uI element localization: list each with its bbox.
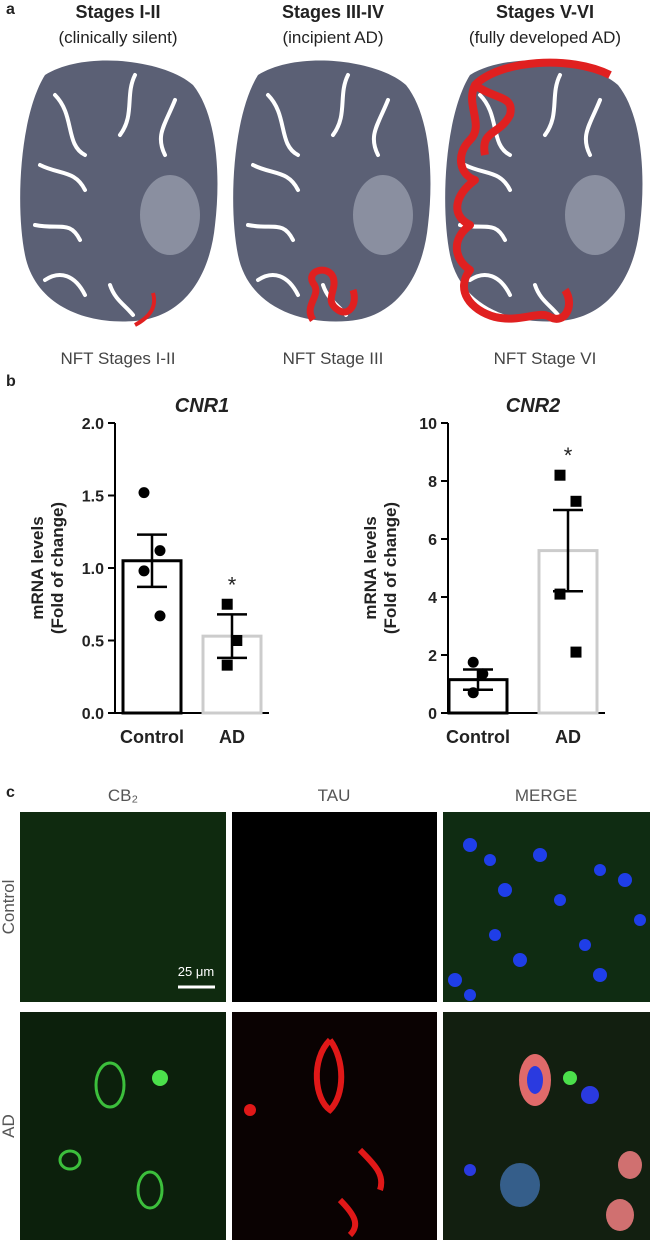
scale-bar-label: 25 μm [178, 964, 214, 979]
data-point [467, 687, 479, 699]
y-tick-label: 0 [428, 706, 437, 723]
data-point [154, 610, 166, 622]
data-point [554, 588, 566, 600]
panel-label: b [6, 373, 16, 390]
stage-subtitle: (fully developed AD) [469, 28, 621, 47]
stage-title: Stages I-II [75, 2, 160, 22]
stage-caption: NFT Stage VI [494, 349, 597, 368]
y-tick-label: 1.0 [82, 561, 104, 578]
chart-title: CNR2 [506, 395, 560, 417]
column-header: MERGE [515, 786, 577, 805]
brain [20, 60, 218, 327]
stage-caption: NFT Stage III [283, 349, 384, 368]
y-tick-label: 0.5 [82, 634, 104, 651]
brain-images [20, 58, 643, 327]
micrograph [20, 812, 226, 1002]
panel-label: a [6, 1, 15, 18]
error-bar [137, 533, 167, 589]
stage-caption: NFT Stages I-II [61, 349, 176, 368]
row-label: Control [0, 880, 18, 935]
data-point [554, 469, 566, 481]
panel-c-labels: CB₂ TAU MERGE Control AD [0, 786, 577, 1138]
y-axis-label: mRNA levels [28, 516, 47, 619]
micrograph [20, 1012, 226, 1240]
stage-subtitle: (clinically silent) [58, 28, 177, 47]
merge-cells [464, 1054, 642, 1231]
x-tick-label: Control [446, 727, 510, 747]
y-tick-label: 0.0 [82, 706, 104, 723]
y-tick-label: 6 [428, 532, 437, 549]
cells [58, 1061, 164, 1210]
micrograph [443, 812, 650, 1002]
data-point [477, 668, 489, 680]
data-point [221, 659, 233, 671]
significance: * [228, 572, 237, 597]
chart-title: CNR1 [175, 395, 229, 417]
data-point [138, 487, 150, 499]
column-header: CB₂ [108, 786, 138, 805]
micrograph [232, 812, 437, 1002]
brain [233, 60, 431, 322]
data-point [154, 545, 166, 557]
stage-title: Stages V-VI [496, 2, 594, 22]
stage-title: Stages III-IV [282, 2, 384, 22]
data-point [467, 656, 479, 668]
column-header: TAU [318, 786, 351, 805]
data-point [570, 646, 582, 658]
panel-label: c [6, 784, 15, 801]
y-axis-label: (Fold of change) [48, 502, 67, 634]
y-tick-label: 4 [428, 590, 437, 607]
brain [445, 58, 643, 323]
data-point [138, 565, 150, 577]
data-point [221, 598, 233, 610]
x-tick-label: AD [219, 727, 245, 747]
y-axis-label: mRNA levels [361, 516, 380, 619]
y-tick-label: 1.5 [82, 489, 104, 506]
y-tick-label: 8 [428, 474, 437, 491]
data-point [570, 495, 582, 507]
stage-headings: Stages I-II (clinically silent) NFT Stages… [58, 2, 621, 368]
nuclei [448, 838, 646, 1001]
x-tick-label: Control [120, 727, 184, 747]
y-tick-label: 2.0 [82, 416, 104, 433]
stage-subtitle: (incipient AD) [282, 28, 383, 47]
tangles [313, 1037, 385, 1238]
significance: * [564, 443, 573, 468]
data-point [231, 635, 243, 646]
x-tick-label: AD [555, 727, 581, 747]
y-tick-label: 10 [419, 416, 437, 433]
y-tick-label: 2 [428, 648, 437, 665]
row-label: AD [0, 1114, 18, 1138]
y-axis-label: (Fold of change) [381, 502, 400, 634]
micrographs [20, 812, 650, 1240]
